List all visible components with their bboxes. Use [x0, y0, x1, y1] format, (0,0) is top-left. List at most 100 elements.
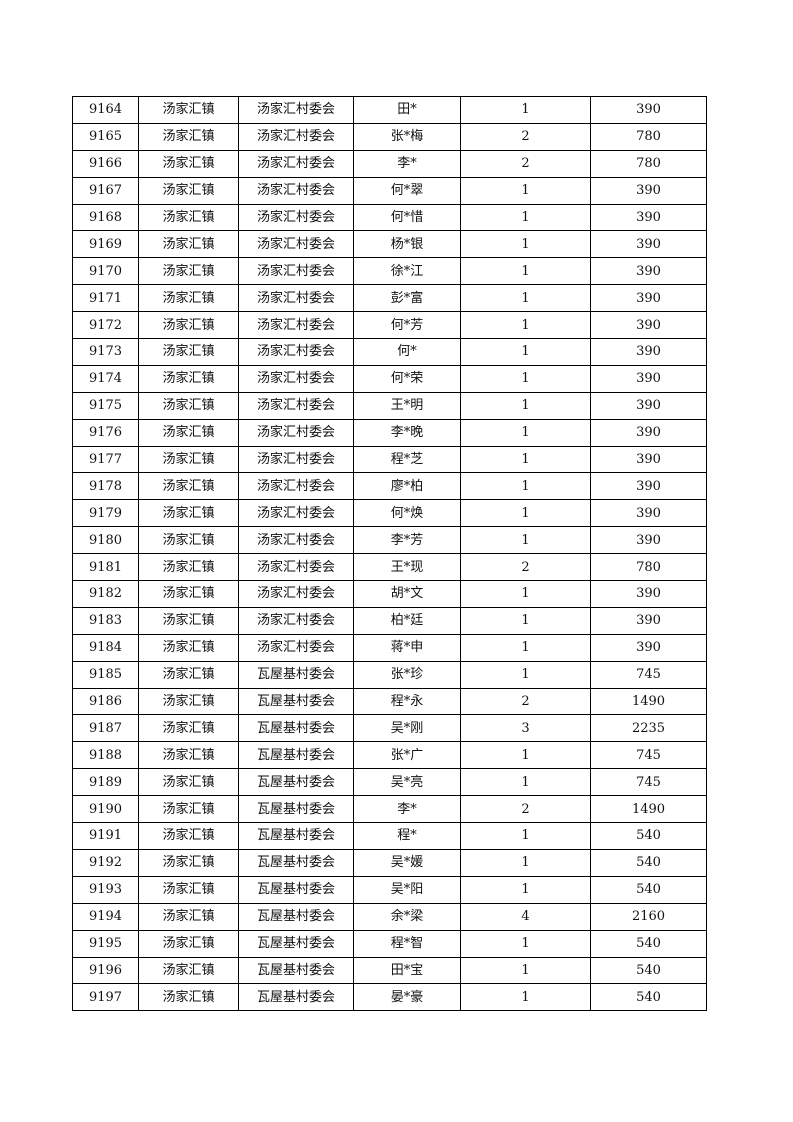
table-row: 9188 汤家汇镇 瓦屋基村委会 张*广 1 745 — [72, 741, 707, 770]
table-row: 9187 汤家汇镇 瓦屋基村委会 吴*刚 3 2235 — [72, 714, 707, 743]
cell-village: 瓦屋基村委会 — [238, 983, 354, 1012]
cell-name: 何*芳 — [353, 311, 461, 340]
cell-village: 汤家汇村委会 — [238, 445, 354, 474]
table-row: 9166 汤家汇镇 汤家汇村委会 李* 2 780 — [72, 149, 707, 178]
cell-id: 9190 — [72, 795, 139, 824]
cell-id: 9193 — [72, 875, 139, 904]
cell-town: 汤家汇镇 — [138, 176, 239, 205]
cell-id: 9180 — [72, 526, 139, 555]
cell-amount: 390 — [590, 257, 707, 286]
cell-village: 汤家汇村委会 — [238, 472, 354, 501]
cell-id: 9165 — [72, 122, 139, 151]
table-row: 9192 汤家汇镇 瓦屋基村委会 吴*媛 1 540 — [72, 848, 707, 877]
cell-id: 9185 — [72, 660, 139, 689]
cell-count: 1 — [460, 284, 591, 313]
cell-count: 1 — [460, 526, 591, 555]
cell-name: 张*珍 — [353, 660, 461, 689]
cell-id: 9183 — [72, 606, 139, 635]
cell-count: 2 — [460, 122, 591, 151]
cell-name: 李* — [353, 795, 461, 824]
cell-amount: 540 — [590, 875, 707, 904]
cell-amount: 540 — [590, 822, 707, 850]
cell-town: 汤家汇镇 — [138, 902, 239, 931]
table-row: 9164 汤家汇镇 汤家汇村委会 田* 1 390 — [72, 96, 707, 124]
cell-name: 王*明 — [353, 391, 461, 420]
cell-id: 9181 — [72, 553, 139, 582]
cell-amount: 390 — [590, 203, 707, 232]
cell-village: 汤家汇村委会 — [238, 311, 354, 340]
cell-town: 汤家汇镇 — [138, 956, 239, 985]
cell-count: 1 — [460, 257, 591, 286]
table-row: 9196 汤家汇镇 瓦屋基村委会 田*宝 1 540 — [72, 956, 707, 985]
cell-amount: 390 — [590, 580, 707, 608]
cell-town: 汤家汇镇 — [138, 580, 239, 608]
cell-name: 王*现 — [353, 553, 461, 582]
cell-town: 汤家汇镇 — [138, 122, 239, 151]
cell-id: 9166 — [72, 149, 139, 178]
cell-town: 汤家汇镇 — [138, 714, 239, 743]
cell-amount: 540 — [590, 848, 707, 877]
table-row: 9172 汤家汇镇 汤家汇村委会 何*芳 1 390 — [72, 311, 707, 340]
table-row: 9193 汤家汇镇 瓦屋基村委会 吴*阳 1 540 — [72, 875, 707, 904]
table-row: 9180 汤家汇镇 汤家汇村委会 李*芳 1 390 — [72, 526, 707, 555]
cell-count: 1 — [460, 741, 591, 770]
cell-name: 张*广 — [353, 741, 461, 770]
cell-amount: 390 — [590, 472, 707, 501]
cell-village: 汤家汇村委会 — [238, 284, 354, 313]
cell-amount: 390 — [590, 230, 707, 259]
cell-amount: 390 — [590, 176, 707, 205]
cell-amount: 745 — [590, 660, 707, 689]
cell-count: 1 — [460, 311, 591, 340]
cell-amount: 1490 — [590, 795, 707, 824]
cell-amount: 390 — [590, 526, 707, 555]
cell-name: 程*永 — [353, 687, 461, 716]
cell-town: 汤家汇镇 — [138, 929, 239, 958]
cell-village: 汤家汇村委会 — [238, 499, 354, 528]
cell-count: 1 — [460, 418, 591, 447]
table-row: 9167 汤家汇镇 汤家汇村委会 何*翠 1 390 — [72, 176, 707, 205]
cell-count: 1 — [460, 364, 591, 393]
cell-id: 9184 — [72, 633, 139, 662]
cell-id: 9170 — [72, 257, 139, 286]
cell-name: 杨*银 — [353, 230, 461, 259]
cell-town: 汤家汇镇 — [138, 149, 239, 178]
cell-name: 余*梁 — [353, 902, 461, 931]
cell-amount: 390 — [590, 606, 707, 635]
cell-count: 1 — [460, 230, 591, 259]
cell-village: 瓦屋基村委会 — [238, 902, 354, 931]
cell-village: 瓦屋基村委会 — [238, 956, 354, 985]
cell-name: 程* — [353, 822, 461, 850]
cell-amount: 745 — [590, 768, 707, 797]
cell-name: 何*翠 — [353, 176, 461, 205]
cell-town: 汤家汇镇 — [138, 768, 239, 797]
cell-count: 1 — [460, 176, 591, 205]
cell-id: 9176 — [72, 418, 139, 447]
table-row: 9182 汤家汇镇 汤家汇村委会 胡*文 1 390 — [72, 580, 707, 608]
cell-town: 汤家汇镇 — [138, 848, 239, 877]
cell-amount: 780 — [590, 553, 707, 582]
cell-amount: 2235 — [590, 714, 707, 743]
cell-town: 汤家汇镇 — [138, 472, 239, 501]
table-row: 9190 汤家汇镇 瓦屋基村委会 李* 2 1490 — [72, 795, 707, 824]
table-row: 9171 汤家汇镇 汤家汇村委会 彭*富 1 390 — [72, 284, 707, 313]
table-row: 9175 汤家汇镇 汤家汇村委会 王*明 1 390 — [72, 391, 707, 420]
cell-town: 汤家汇镇 — [138, 230, 239, 259]
cell-name: 何*惜 — [353, 203, 461, 232]
cell-amount: 540 — [590, 983, 707, 1012]
cell-town: 汤家汇镇 — [138, 203, 239, 232]
cell-village: 汤家汇村委会 — [238, 230, 354, 259]
cell-count: 2 — [460, 553, 591, 582]
cell-id: 9175 — [72, 391, 139, 420]
table-row: 9189 汤家汇镇 瓦屋基村委会 吴*亮 1 745 — [72, 768, 707, 797]
table-row: 9185 汤家汇镇 瓦屋基村委会 张*珍 1 745 — [72, 660, 707, 689]
cell-name: 程*智 — [353, 929, 461, 958]
cell-village: 汤家汇村委会 — [238, 580, 354, 608]
cell-id: 9167 — [72, 176, 139, 205]
cell-name: 程*芝 — [353, 445, 461, 474]
cell-town: 汤家汇镇 — [138, 391, 239, 420]
cell-count: 2 — [460, 687, 591, 716]
cell-id: 9179 — [72, 499, 139, 528]
cell-town: 汤家汇镇 — [138, 526, 239, 555]
table-row: 9173 汤家汇镇 汤家汇村委会 何* 1 390 — [72, 338, 707, 366]
cell-id: 9172 — [72, 311, 139, 340]
